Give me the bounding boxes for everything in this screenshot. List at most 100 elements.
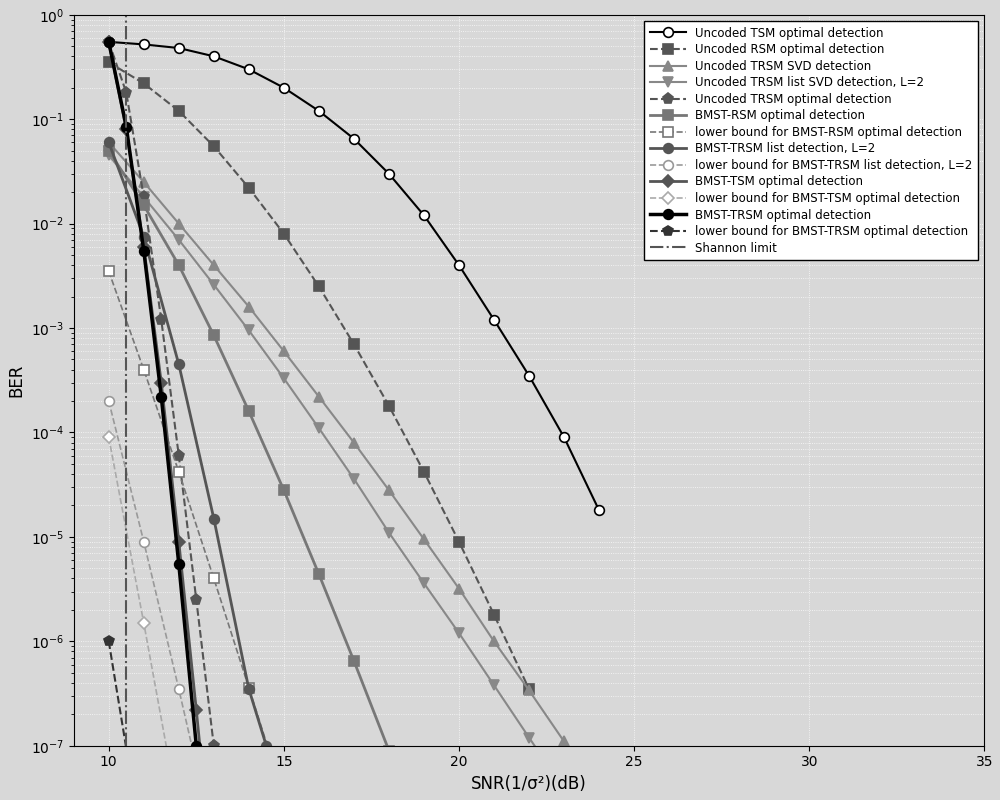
BMST-TSM optimal detection [138, 242, 150, 251]
X-axis label: SNR(1/σ²)(dB): SNR(1/σ²)(dB) [471, 775, 587, 793]
Uncoded TRSM SVD detection [593, 789, 605, 798]
Uncoded TSM optimal detection [523, 371, 535, 381]
Uncoded TRSM list SVD detection, L=2 [103, 150, 115, 160]
Line: lower bound for BMST-TRSM list detection, L=2: lower bound for BMST-TRSM list detection… [104, 396, 289, 800]
BMST-RSM optimal detection [208, 330, 220, 340]
BMST-RSM optimal detection [313, 570, 325, 579]
Uncoded TRSM SVD detection [418, 534, 430, 544]
BMST-RSM optimal detection [103, 146, 115, 155]
Line: lower bound for BMST-RSM optimal detection: lower bound for BMST-RSM optimal detecti… [104, 266, 534, 800]
lower bound for BMST-TRSM list detection, L=2 [173, 684, 185, 694]
lower bound for BMST-RSM optimal detection [278, 793, 290, 800]
Uncoded TRSM list SVD detection, L=2 [488, 681, 500, 690]
Uncoded TSM optimal detection [173, 43, 185, 53]
lower bound for BMST-TSM optimal detection [138, 618, 150, 628]
Uncoded TRSM SVD detection [348, 438, 360, 447]
Uncoded TSM optimal detection [243, 65, 255, 74]
BMST-TRSM optimal detection [173, 559, 185, 569]
Uncoded RSM optimal detection [103, 58, 115, 67]
Uncoded TRSM list SVD detection, L=2 [138, 192, 150, 202]
Uncoded RSM optimal detection [138, 78, 150, 88]
Line: Uncoded TRSM SVD detection: Uncoded TRSM SVD detection [104, 138, 604, 798]
Uncoded TRSM SVD detection [558, 737, 570, 746]
Line: BMST-RSM optimal detection: BMST-RSM optimal detection [104, 146, 534, 800]
Legend: Uncoded TSM optimal detection, Uncoded RSM optimal detection, Uncoded TRSM SVD d: Uncoded TSM optimal detection, Uncoded R… [644, 21, 978, 261]
Line: BMST-TRSM optimal detection: BMST-TRSM optimal detection [104, 37, 219, 800]
BMST-TRSM list detection, L=2 [243, 684, 255, 694]
Uncoded TRSM list SVD detection, L=2 [418, 578, 430, 588]
Uncoded TRSM list SVD detection, L=2 [243, 326, 255, 335]
Uncoded TRSM list SVD detection, L=2 [523, 733, 535, 742]
Uncoded TRSM list SVD detection, L=2 [383, 528, 395, 538]
Uncoded RSM optimal detection [523, 684, 535, 694]
Line: Uncoded TRSM optimal detection: Uncoded TRSM optimal detection [103, 36, 219, 751]
Uncoded TRSM SVD detection [138, 178, 150, 187]
BMST-RSM optimal detection [348, 656, 360, 666]
lower bound for BMST-TSM optimal detection [103, 433, 115, 442]
BMST-TRSM list detection, L=2 [260, 741, 272, 750]
Uncoded TSM optimal detection [488, 315, 500, 325]
BMST-TRSM list detection, L=2 [103, 138, 115, 147]
Uncoded TRSM SVD detection [243, 302, 255, 311]
Uncoded TSM optimal detection [138, 40, 150, 50]
BMST-RSM optimal detection [243, 406, 255, 416]
lower bound for BMST-RSM optimal detection [138, 365, 150, 374]
Uncoded RSM optimal detection [453, 537, 465, 546]
lower bound for BMST-RSM optimal detection [103, 266, 115, 276]
Uncoded TSM optimal detection [348, 134, 360, 143]
Line: BMST-TSM optimal detection: BMST-TSM optimal detection [105, 38, 218, 800]
lower bound for BMST-RSM optimal detection [243, 683, 255, 693]
Uncoded RSM optimal detection [313, 282, 325, 291]
Uncoded RSM optimal detection [173, 106, 185, 116]
BMST-TRSM optimal detection [120, 122, 132, 131]
Line: lower bound for BMST-TRSM optimal detection: lower bound for BMST-TRSM optimal detect… [104, 637, 219, 800]
Uncoded TRSM list SVD detection, L=2 [313, 423, 325, 433]
Uncoded TRSM list SVD detection, L=2 [278, 374, 290, 383]
Line: Uncoded TSM optimal detection: Uncoded TSM optimal detection [104, 37, 604, 515]
lower bound for BMST-TRSM list detection, L=2 [138, 537, 150, 546]
Uncoded TRSM optimal detection [120, 88, 132, 98]
BMST-TSM optimal detection [190, 706, 202, 715]
Uncoded TSM optimal detection [418, 210, 430, 220]
Uncoded TRSM optimal detection [103, 37, 115, 46]
Uncoded TRSM list SVD detection, L=2 [558, 785, 570, 794]
Uncoded TRSM list SVD detection, L=2 [348, 474, 360, 484]
Uncoded TRSM SVD detection [208, 260, 220, 270]
Uncoded TSM optimal detection [453, 260, 465, 270]
Uncoded TRSM SVD detection [278, 346, 290, 356]
Uncoded TSM optimal detection [383, 169, 395, 178]
BMST-TRSM optimal detection [155, 392, 167, 402]
Uncoded RSM optimal detection [208, 142, 220, 151]
BMST-TSM optimal detection [120, 125, 132, 134]
Uncoded RSM optimal detection [383, 401, 395, 410]
BMST-TSM optimal detection [173, 537, 185, 546]
Line: Uncoded RSM optimal detection: Uncoded RSM optimal detection [104, 58, 534, 694]
Uncoded TRSM SVD detection [313, 392, 325, 402]
Uncoded TRSM SVD detection [488, 637, 500, 646]
Uncoded TRSM optimal detection [155, 315, 167, 325]
BMST-RSM optimal detection [278, 486, 290, 495]
BMST-TSM optimal detection [103, 37, 115, 46]
Uncoded RSM optimal detection [243, 183, 255, 193]
BMST-RSM optimal detection [138, 201, 150, 210]
Uncoded TRSM SVD detection [103, 138, 115, 147]
Uncoded TSM optimal detection [278, 83, 290, 93]
BMST-RSM optimal detection [383, 746, 395, 755]
lower bound for BMST-TRSM optimal detection [103, 637, 115, 646]
BMST-RSM optimal detection [173, 260, 185, 270]
Line: lower bound for BMST-TSM optimal detection: lower bound for BMST-TSM optimal detecti… [105, 433, 218, 800]
BMST-TRSM list detection, L=2 [208, 514, 220, 523]
Uncoded TSM optimal detection [103, 37, 115, 46]
Uncoded TRSM optimal detection [173, 451, 185, 461]
Uncoded RSM optimal detection [348, 339, 360, 349]
Line: Uncoded TRSM list SVD detection, L=2: Uncoded TRSM list SVD detection, L=2 [104, 150, 604, 800]
Uncoded RSM optimal detection [488, 610, 500, 619]
Uncoded TRSM SVD detection [523, 686, 535, 695]
BMST-TRSM optimal detection [190, 741, 202, 750]
Uncoded TRSM list SVD detection, L=2 [173, 235, 185, 245]
Uncoded RSM optimal detection [418, 467, 430, 477]
Uncoded TSM optimal detection [593, 506, 605, 515]
Uncoded TSM optimal detection [558, 433, 570, 442]
Uncoded TSM optimal detection [208, 51, 220, 61]
BMST-TRSM list detection, L=2 [173, 359, 185, 369]
